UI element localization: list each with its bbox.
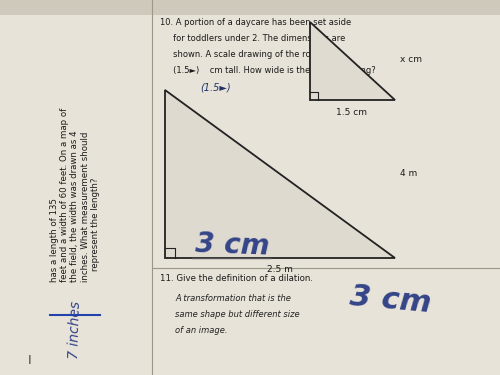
Polygon shape — [165, 90, 395, 258]
Text: 11. Give the definition of a dilation.: 11. Give the definition of a dilation. — [160, 274, 313, 283]
Text: 1.5 cm: 1.5 cm — [336, 108, 368, 117]
Text: same shape but different size: same shape but different size — [175, 310, 300, 319]
Text: A transformation that is the: A transformation that is the — [175, 294, 291, 303]
Polygon shape — [310, 22, 395, 100]
Text: (1.5►): (1.5►) — [200, 83, 230, 93]
Text: 10. A portion of a daycare has been set aside: 10. A portion of a daycare has been set … — [160, 18, 351, 27]
Text: 3 cm: 3 cm — [348, 282, 432, 318]
Text: 3 cm: 3 cm — [195, 230, 270, 260]
Bar — [0, 0, 500, 15]
Text: has a length of 135
feet and a width of 60 feet. On a map of
the field, the widt: has a length of 135 feet and a width of … — [50, 108, 100, 282]
Text: of an image.: of an image. — [175, 326, 228, 335]
Text: 7 inches: 7 inches — [67, 301, 83, 359]
Text: (1.5►)    cm tall. How wide is the scale drawing?: (1.5►) cm tall. How wide is the scale dr… — [160, 66, 376, 75]
Text: for toddlers under 2. The dimensions are: for toddlers under 2. The dimensions are — [160, 34, 346, 43]
Text: shown. A scale drawing of the room is: shown. A scale drawing of the room is — [160, 50, 333, 59]
Text: I: I — [28, 354, 32, 366]
Text: x cm: x cm — [400, 56, 422, 64]
Text: 4 m: 4 m — [400, 170, 417, 178]
Text: 2.5 m: 2.5 m — [267, 265, 293, 274]
